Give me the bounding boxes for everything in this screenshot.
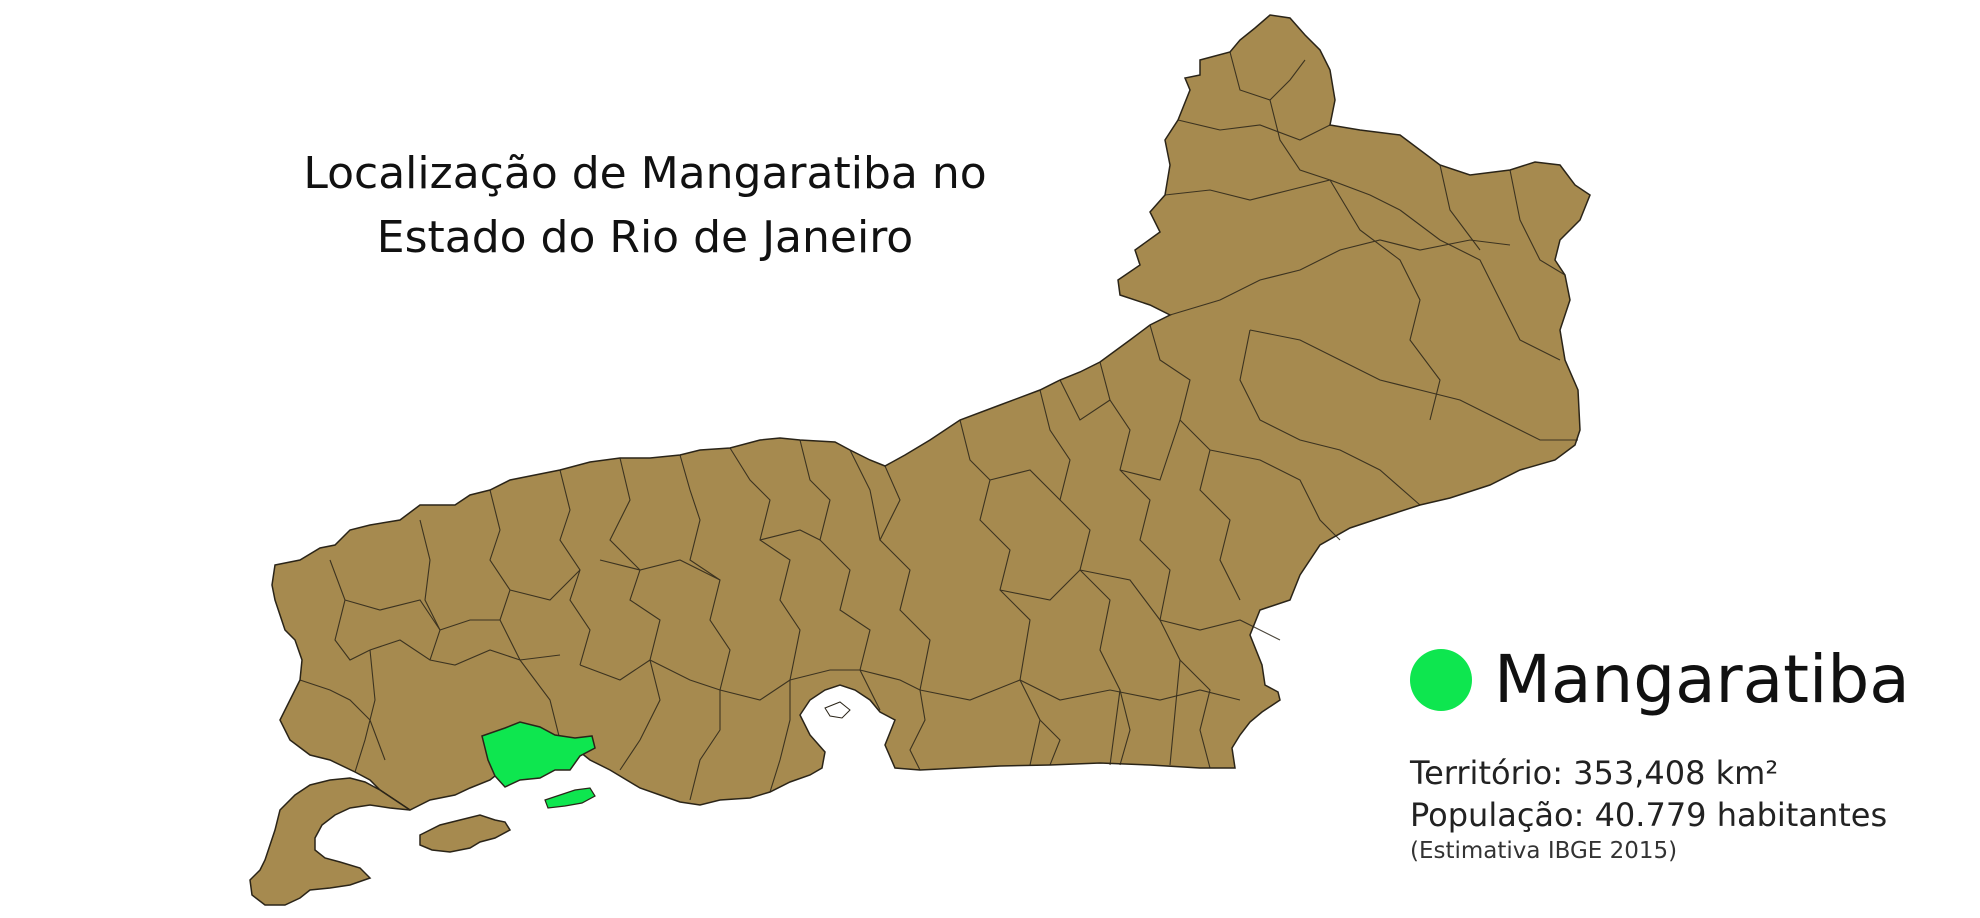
mangaratiba-highlight [481,721,596,788]
legend-swatch [1410,649,1472,711]
state-mainland [271,14,1591,811]
state-southwest-coast [249,777,411,906]
legend: Mangaratiba Território: 353,408 km² Popu… [1410,640,1970,866]
territory-stat: Território: 353,408 km² [1410,754,1779,792]
source-note: (Estimativa IBGE 2015) [1410,838,1678,864]
map-title: Localização de Mangaratiba no Estado do … [300,142,990,270]
population-stat: População: 40.779 habitantes [1410,796,1888,834]
legend-entry: Mangaratiba [1410,640,1970,720]
island-ilha-grande [419,814,512,853]
legend-municipality-name: Mangaratiba [1494,641,1910,718]
municipality-borders [299,51,1578,801]
map-title-line-2: Estado do Rio de Janeiro [376,212,914,263]
island-small [824,701,851,719]
mangaratiba-marambaia [544,787,596,809]
legend-stats: Território: 353,408 km² População: 40.77… [1410,752,1970,866]
map-title-line-1: Localização de Mangaratiba no [303,148,987,199]
